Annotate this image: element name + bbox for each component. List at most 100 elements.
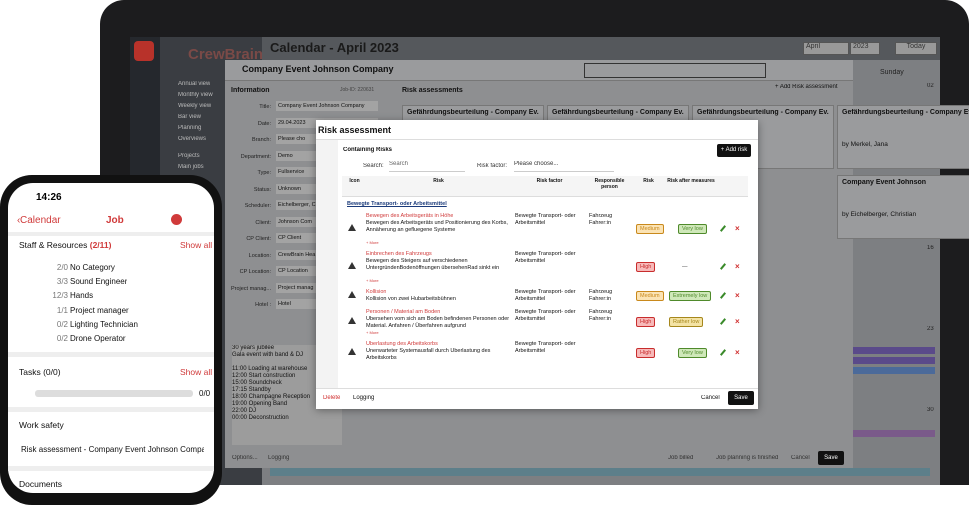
staff-count: 12/3 <box>52 291 68 301</box>
responsible: Fahrzeug Fahrer:in <box>589 289 613 302</box>
phone-back-arrow[interactable]: ‹ <box>17 215 21 223</box>
today-button[interactable]: Today <box>895 42 937 55</box>
factor-label: Risk factor: <box>477 163 508 169</box>
field-label: Type: <box>257 170 271 176</box>
planning-finished[interactable]: Job planning is finished <box>716 455 779 461</box>
card-title: Gefährdungsbeurteilung - Company Ev... <box>552 109 684 116</box>
calendar-bar <box>845 367 935 374</box>
risk-card[interactable] <box>837 105 969 169</box>
risk-level: High <box>636 262 656 272</box>
cancel-button[interactable]: Cancel <box>791 455 810 461</box>
nav-item[interactable]: Projects <box>178 153 200 159</box>
more-link[interactable]: + More <box>366 240 379 245</box>
calendar-bar <box>270 468 930 476</box>
add-risk-assessment[interactable]: + Add Risk assessment <box>775 84 838 90</box>
modal-delete[interactable]: Delete <box>323 395 341 401</box>
job-title: Company Event Johnson Company <box>242 64 394 74</box>
staff-name: Lighting Technician <box>70 319 138 329</box>
nav-item[interactable]: Planning <box>178 125 202 131</box>
month-select[interactable]: April <box>803 42 849 55</box>
job-billed[interactable]: Job billed <box>668 455 694 461</box>
risk-description: Bewegen des Arbeitsgeräts und Positionie… <box>366 220 508 233</box>
staff-count: 0/2 <box>56 319 68 329</box>
risk-after: Very low <box>678 224 707 234</box>
description-line: 18:00 Champagne Reception <box>232 394 311 400</box>
search-input[interactable]: Search <box>389 161 465 172</box>
risk-card[interactable] <box>837 175 969 239</box>
save-button[interactable]: Save <box>818 451 844 465</box>
row-cutoff <box>342 368 748 388</box>
delete-icon[interactable]: × <box>735 262 740 271</box>
column-header: Risk after measures <box>667 178 715 184</box>
risk-name[interactable]: Bewegen des Arbeitsgeräts in Höhe <box>366 213 454 219</box>
year-select[interactable]: 2023 <box>850 42 880 55</box>
risk-level: Medium <box>636 224 664 234</box>
risk-name[interactable]: Personen / Material am Boden <box>366 309 441 315</box>
warning-icon <box>348 348 356 355</box>
nav-item[interactable]: Weekly view <box>178 103 212 109</box>
field-label: Client: <box>255 219 271 226</box>
staff-name: Project manager <box>70 305 129 315</box>
delete-icon[interactable]: × <box>735 224 740 233</box>
risk-description: Bewegen des Steigers auf verschiedenen U… <box>366 258 500 271</box>
phone-time: 14:26 <box>36 192 62 203</box>
modal-logging[interactable]: Logging <box>353 395 375 401</box>
nav-item[interactable]: Monthly view <box>178 92 213 98</box>
staff-count: 1/1 <box>56 305 68 315</box>
staff-show-all[interactable]: Show all <box>180 240 213 250</box>
warning-icon <box>348 224 356 231</box>
modal-cancel[interactable]: Cancel <box>701 395 720 401</box>
nav-item[interactable]: Main jobs <box>178 164 204 170</box>
risk-name[interactable]: Einbrechen des Fahrzeugs <box>366 251 432 257</box>
field-value[interactable]: Company Event Johnson Company <box>276 101 378 111</box>
phone-back[interactable]: Calendar <box>20 215 61 226</box>
risk-name[interactable]: Kollision <box>366 289 387 295</box>
weekday: Sunday <box>880 69 904 76</box>
modal-save[interactable]: Save <box>728 391 754 405</box>
nav-item[interactable]: Bar view <box>178 114 202 120</box>
field-label: Scheduler: <box>244 203 271 209</box>
modal-section: Containing Risks <box>343 147 393 153</box>
delete-icon[interactable]: × <box>735 348 740 357</box>
modal-footer <box>316 388 758 409</box>
more-link[interactable]: + More <box>366 330 379 335</box>
tasks-title: Tasks (0/0) <box>19 367 61 377</box>
header-title: Calendar - April 2023 <box>270 40 399 55</box>
options-button[interactable]: Options... <box>232 455 258 461</box>
logging-button[interactable]: Logging <box>268 455 290 461</box>
more-link[interactable]: + More <box>366 278 379 283</box>
risk-level: High <box>636 348 656 358</box>
nav-item[interactable]: Overviews <box>178 136 207 142</box>
staff-name: Drone Operator <box>70 334 126 343</box>
phone-divider <box>8 407 214 412</box>
staff-name: No Category <box>70 263 115 272</box>
phone-clock-icon[interactable] <box>171 214 182 225</box>
factor-select[interactable]: Please choose... <box>514 161 614 172</box>
search-label: Search: <box>363 163 384 169</box>
phone-divider <box>8 466 214 471</box>
calendar-bar <box>845 357 935 364</box>
phone-staff: Staff & Resources (2/11) <box>19 240 111 250</box>
column-header: Icon <box>349 178 360 184</box>
field-label: CP Client: <box>246 236 271 242</box>
risk-item[interactable]: Risk assessment - Company Event Johnson … <box>21 445 204 454</box>
risk-name[interactable]: Überlastung des Arbeitskorbs <box>366 341 438 347</box>
phone-title: Job <box>106 215 124 226</box>
risk-after: Rather low <box>669 317 704 327</box>
tasks-show-all[interactable]: Show all <box>180 367 213 377</box>
calendar-bar <box>845 430 935 437</box>
add-risk-button[interactable]: + Add risk <box>717 144 751 157</box>
card-title: Gefährdungsbeurteilung - Company Ev... <box>407 109 539 116</box>
risk-description: Übersehen vom sich am Boden befindenen P… <box>366 316 510 329</box>
staff-title: Staff & Resources <box>19 240 88 250</box>
field-label: Date: <box>257 120 271 127</box>
risk-description: Kollision von zwei Hubarbeitsbühnen <box>366 296 456 302</box>
card-by: by Merkel, Jana <box>842 141 888 148</box>
delete-icon[interactable]: × <box>735 291 740 300</box>
nav-item[interactable]: Annual view <box>178 81 211 87</box>
warning-icon <box>348 291 356 298</box>
day-number: 16 <box>927 245 934 251</box>
group-label: Bewegte Transport- oder Arbeitsmittel <box>347 201 447 207</box>
field-label: Location: <box>248 252 271 259</box>
delete-icon[interactable]: × <box>735 317 740 326</box>
